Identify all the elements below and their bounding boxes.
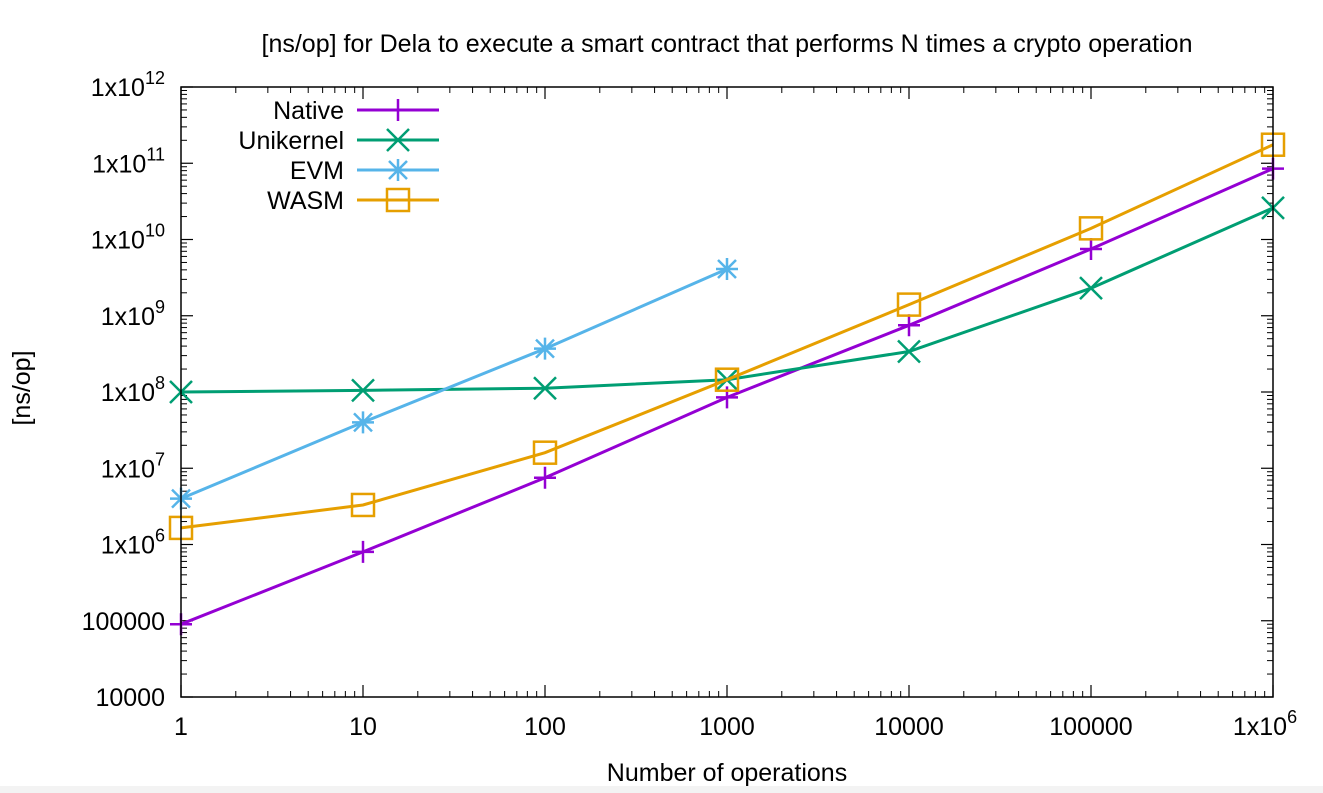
x-tick-label: 1000 <box>699 713 755 741</box>
axis-ticks: 1 10 100 1000 10000 100000 1x106 10000 100000 1x1… <box>82 68 1298 741</box>
legend-marker-wasm <box>385 187 411 213</box>
x-tick-label: 100000 <box>1049 713 1132 741</box>
series-line-unikernel <box>180 206 1274 394</box>
chart-title: [ns/op] for Dela to execute a smart cont… <box>262 30 1193 58</box>
legend-label-wasm: WASM <box>267 187 344 215</box>
x-tick-label: 10000 <box>874 713 944 741</box>
data-point-evm <box>352 411 374 434</box>
y-tick-label: 1x1010 <box>91 221 165 255</box>
y-tick-label: 1x1011 <box>92 144 165 178</box>
series-line-wasm <box>180 143 1274 530</box>
data-point-wasm <box>350 492 376 518</box>
window-bottom-strip <box>0 786 1323 793</box>
data-point-unikernel <box>1079 276 1103 301</box>
data-point-evm <box>534 337 556 360</box>
plot-frame <box>180 86 1274 698</box>
data-point-unikernel <box>897 339 921 364</box>
series-native <box>170 157 1284 636</box>
data-point-native <box>352 540 374 563</box>
data-point-native <box>534 466 556 489</box>
y-tick-label: 1x109 <box>101 297 165 331</box>
legend-label-native: Native <box>273 97 344 125</box>
y-tick-label: 1x106 <box>101 526 165 560</box>
x-tick-label: 1x106 <box>1233 707 1297 741</box>
y-tick-label: 10000 <box>95 684 165 712</box>
x-axis-label: Number of operations <box>607 759 847 786</box>
legend-label-evm: EVM <box>290 157 344 185</box>
data-point-wasm <box>1078 216 1104 241</box>
series-line-evm <box>180 267 728 500</box>
data-point-evm <box>716 258 738 281</box>
data-point-unikernel <box>533 376 557 401</box>
data-point-wasm <box>532 440 558 465</box>
legend-marker-evm <box>387 159 409 181</box>
y-tick-label: 1x1012 <box>91 68 165 102</box>
data-point-native <box>1080 238 1102 261</box>
data-point-wasm <box>714 367 740 392</box>
data-point-native <box>898 314 920 337</box>
legend-marker-unikernel <box>386 128 410 152</box>
y-tick-label: 100000 <box>82 608 165 636</box>
series-unikernel <box>169 195 1285 404</box>
legend-marker-native <box>387 99 409 121</box>
data-point-wasm <box>896 292 922 317</box>
series-lines <box>168 132 1286 636</box>
x-tick-label: 1 <box>174 713 188 741</box>
legend-label-unikernel: Unikernel <box>238 127 344 155</box>
series-wasm <box>168 132 1286 541</box>
y-tick-label: 1x108 <box>101 373 165 407</box>
x-tick-label: 100 <box>524 713 566 741</box>
y-axis-label: [ns/op] <box>8 350 36 425</box>
y-tick-label: 1x107 <box>101 449 165 483</box>
x-tick-label: 10 <box>349 713 377 741</box>
data-point-unikernel <box>351 378 375 403</box>
